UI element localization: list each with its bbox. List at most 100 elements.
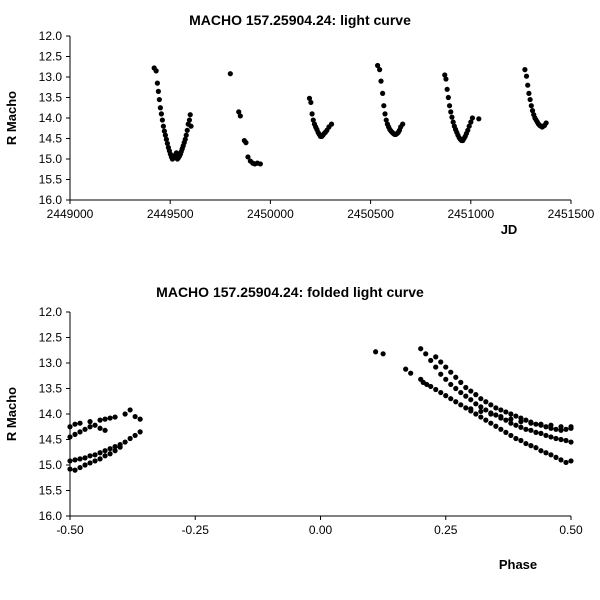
data-point [453, 385, 459, 392]
data-point [468, 119, 474, 125]
data-point [245, 154, 251, 160]
data-point [568, 458, 574, 464]
y-tick-label: 16.0 [39, 193, 63, 207]
data-point [381, 103, 387, 109]
data-point [163, 136, 169, 142]
data-point [523, 440, 529, 447]
x-tick-label: 2450000 [247, 207, 294, 221]
data-point [558, 457, 564, 463]
data-point [468, 388, 474, 394]
data-point [433, 364, 439, 370]
data-point [553, 426, 559, 432]
data-point [488, 420, 494, 426]
data-point [443, 364, 449, 370]
x-tick-label: 2451000 [447, 207, 494, 221]
data-point [523, 417, 529, 423]
data-point [132, 432, 138, 439]
data-point [458, 402, 464, 408]
data-point [102, 453, 108, 459]
data-point [424, 381, 430, 388]
data-point [310, 117, 316, 123]
light-curve-ylabel: R Macho [4, 91, 19, 145]
data-point [448, 396, 454, 402]
data-point [433, 354, 439, 360]
data-point [237, 113, 243, 119]
data-point [529, 108, 536, 114]
data-point [558, 427, 564, 433]
data-point [67, 424, 73, 430]
data-point [468, 406, 474, 412]
data-point [493, 423, 499, 429]
data-point [450, 119, 456, 125]
data-point [563, 459, 569, 466]
data-point [443, 393, 449, 399]
data-point [543, 450, 549, 456]
data-point [478, 404, 484, 410]
data-point [182, 136, 188, 142]
data-point [518, 415, 524, 421]
data-point [518, 419, 524, 425]
data-point [543, 432, 549, 439]
data-point [257, 161, 263, 167]
data-point [558, 436, 564, 443]
data-point [403, 366, 409, 372]
data-point [553, 435, 559, 442]
data-point [448, 109, 454, 115]
data-point [498, 426, 504, 432]
data-point [463, 384, 469, 391]
data-point [513, 413, 519, 419]
data-point [548, 434, 554, 440]
data-point [159, 117, 165, 123]
light-curve-chart: MACHO 157.25904.24: light curve R Macho … [4, 12, 595, 237]
data-point [227, 71, 233, 77]
data-point [508, 416, 514, 422]
data-point [538, 430, 544, 436]
data-point [112, 414, 118, 420]
folded-light-curve-x-ticks: -0.50 -0.25 0.00 0.25 0.50 [56, 516, 583, 537]
data-point [446, 103, 453, 109]
data-point [156, 96, 162, 103]
data-point [408, 370, 414, 376]
data-point [503, 409, 509, 415]
data-point [72, 457, 78, 463]
data-point [67, 434, 73, 440]
data-point [97, 425, 103, 431]
data-point [72, 467, 78, 473]
data-point [173, 150, 180, 156]
data-point [77, 456, 83, 462]
x-tick-label: -0.25 [182, 523, 210, 537]
data-point [453, 399, 459, 405]
folded-light-curve-y-ticks: 12.0 12.5 13.0 13.5 14.0 14.5 15.0 15.5 16.0 [39, 305, 70, 523]
data-point [382, 111, 388, 117]
data-point [508, 432, 514, 439]
data-point [473, 401, 479, 407]
data-point [488, 402, 494, 408]
light-curve-x-ticks: 2449000 2449500 2450000 2450500 2451000 24515… [47, 200, 595, 221]
y-tick-label: 12.5 [39, 331, 63, 345]
data-point [122, 411, 128, 417]
data-point [443, 76, 449, 82]
y-tick-label: 15.5 [39, 484, 63, 498]
data-point [82, 455, 88, 461]
data-point [533, 445, 539, 451]
data-point [380, 351, 386, 357]
y-tick-label: 14.5 [39, 132, 63, 146]
data-point [445, 94, 451, 101]
data-point [478, 408, 484, 415]
data-point [400, 121, 406, 127]
data-point [164, 140, 170, 147]
data-point [77, 429, 83, 435]
data-point [563, 437, 569, 444]
data-point [473, 411, 479, 417]
data-point [493, 405, 499, 411]
data-point [127, 435, 133, 442]
data-point [558, 424, 564, 430]
data-point [87, 460, 93, 466]
data-point [498, 407, 504, 413]
data-point [453, 374, 459, 380]
data-point [137, 416, 143, 422]
data-point [102, 427, 108, 433]
data-point [97, 456, 103, 462]
data-point [563, 426, 569, 432]
data-point [438, 389, 444, 396]
